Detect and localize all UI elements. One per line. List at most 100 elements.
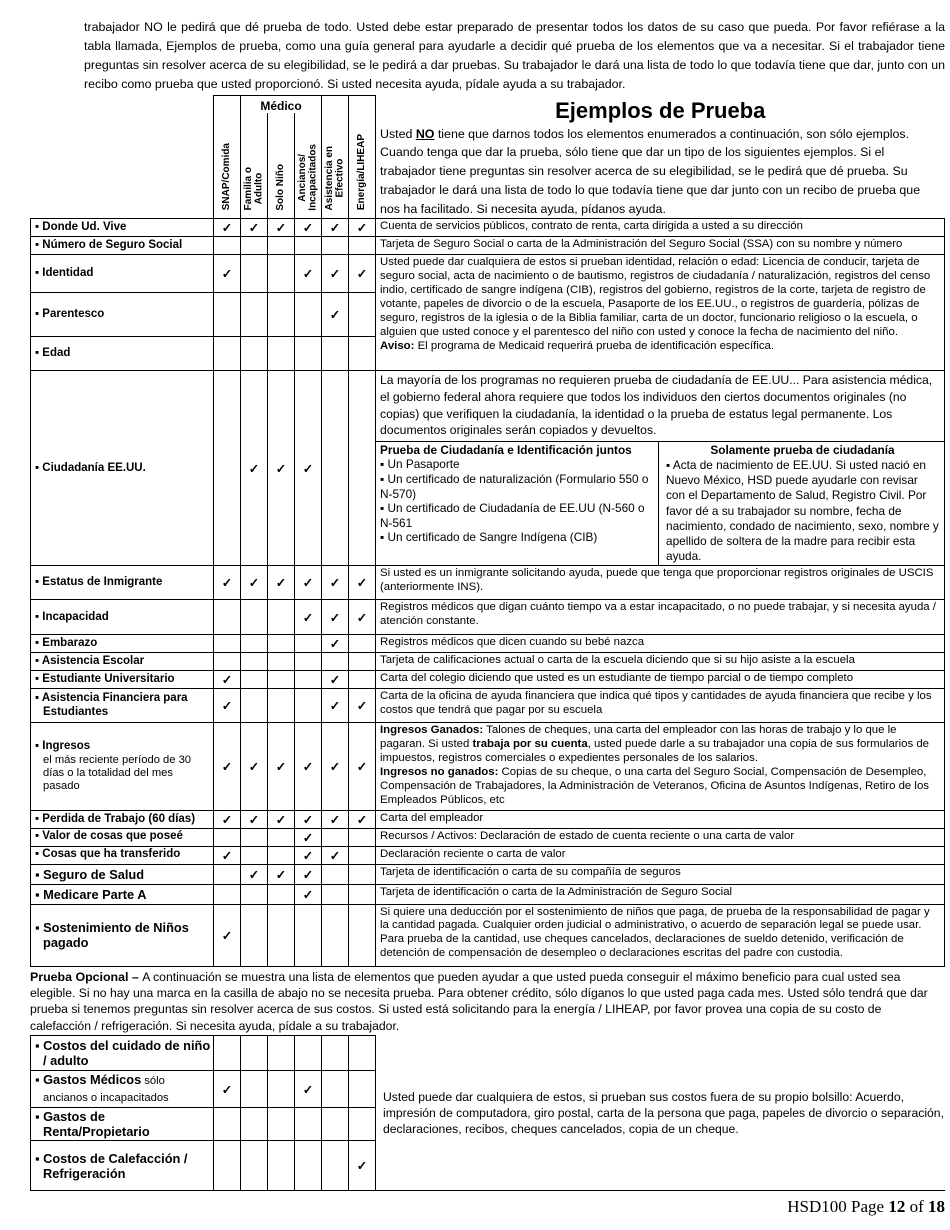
row-label: ▪ Valor de cosas que poseé bbox=[30, 827, 214, 847]
check-cell bbox=[267, 827, 295, 847]
check-cell bbox=[348, 652, 377, 672]
check-cell bbox=[267, 845, 295, 865]
table-row-calefaccion: ▪ Costos de Calefacción / Refrigeración … bbox=[30, 1140, 946, 1192]
column-header-familia: Familia o Adulto bbox=[240, 112, 268, 220]
table-row-donde: ▪ Donde Ud. Vive ✓ ✓ ✓ ✓ ✓ ✓ Cuenta de servic… bbox=[30, 218, 945, 238]
check-cell bbox=[240, 336, 268, 372]
row-description-citizenship: La mayoría de los programas no requieren… bbox=[375, 370, 945, 567]
check-cell bbox=[321, 236, 350, 256]
check-cell bbox=[213, 863, 241, 885]
check-cell bbox=[267, 599, 295, 636]
check-cell bbox=[267, 254, 295, 294]
check-cell: ✓ bbox=[213, 254, 241, 294]
check-cell: ✓ bbox=[293, 565, 323, 601]
table-row-numero: ▪ Número de Seguro Social Tarjeta de Seg… bbox=[30, 236, 945, 256]
check-cell bbox=[213, 1035, 241, 1072]
row-label: ▪ Edad bbox=[30, 336, 214, 372]
intro-text: tiene que darnos todos los elementos enu… bbox=[380, 126, 921, 216]
check-cell bbox=[267, 336, 295, 372]
page-title: Ejemplos de Prueba bbox=[555, 97, 766, 123]
check-cell bbox=[348, 827, 377, 847]
check-cell: ✓ bbox=[321, 599, 350, 636]
check-cell bbox=[293, 903, 323, 967]
column-header-efectivo: Asistencia en Efectivo bbox=[321, 94, 350, 220]
check-cell: ✓ bbox=[240, 863, 268, 885]
check-cell bbox=[267, 883, 295, 905]
table-row-sostenimiento: ▪ Sostenimiento de Niños pagado ✓ Si qui… bbox=[30, 903, 945, 967]
check-cell bbox=[321, 863, 350, 885]
subtable-left-item: ▪ Un certificado de Sangre Indígena (CIB… bbox=[380, 530, 598, 545]
row-description: Registros médicos que dicen cuando su be… bbox=[375, 634, 945, 654]
row-label: ▪ Embarazo bbox=[30, 634, 214, 654]
check-cell bbox=[240, 688, 268, 724]
row-description-identity-group: Usted puede dar cualquiera de estos si p… bbox=[375, 254, 945, 372]
check-cell: ✓ bbox=[294, 1070, 322, 1109]
check-cell bbox=[321, 652, 350, 672]
description-text: , usted puede darle a su trabajador una … bbox=[380, 738, 929, 765]
row-label: ▪ Costos del cuidado de niño / adulto bbox=[30, 1035, 214, 1072]
check-cell bbox=[293, 236, 323, 256]
check-cell: ✓ bbox=[293, 254, 323, 294]
check-cell: ✓ bbox=[267, 863, 295, 885]
page-total: 18 bbox=[928, 1197, 945, 1217]
check-cell bbox=[321, 883, 350, 905]
column-header-energia: Energía/LIHEAP bbox=[348, 94, 377, 220]
row-description: Declaración reciente o carta de valor bbox=[375, 845, 945, 865]
row-description: Tarjeta de identificación o carta de su … bbox=[375, 863, 945, 885]
check-cell: ✓ bbox=[240, 218, 268, 238]
aviso-text: El programa de Medicaid requerirá prueba… bbox=[414, 339, 775, 352]
check-cell bbox=[267, 903, 295, 967]
column-header-label: SNAP/Comida bbox=[220, 143, 232, 211]
check-cell bbox=[240, 1070, 268, 1109]
check-cell bbox=[293, 634, 323, 654]
check-cell: ✓ bbox=[293, 370, 323, 567]
form-number: HSD100 Page bbox=[787, 1197, 889, 1217]
check-cell bbox=[240, 236, 268, 256]
subtable-right-title: Solamente prueba de ciudadanía bbox=[710, 442, 895, 457]
check-cell bbox=[267, 236, 295, 256]
row-label: ▪ Medicare Parte A bbox=[30, 883, 214, 905]
row-label: ▪ Número de Seguro Social bbox=[30, 236, 214, 256]
check-cell: ✓ bbox=[267, 565, 295, 601]
row-label: ▪ Gastos Médicos sólo ancianos o incapac… bbox=[30, 1070, 214, 1109]
check-cell: ✓ bbox=[240, 722, 268, 811]
citizenship-subtable-left: Prueba de Ciudadanía e Identificación ju… bbox=[376, 441, 660, 566]
column-header-solo-nino: Solo Niño bbox=[267, 112, 295, 220]
check-cell: ✓ bbox=[321, 722, 350, 811]
check-cell: ✓ bbox=[293, 599, 323, 636]
check-cell bbox=[240, 1107, 268, 1142]
subtable-left-item: ▪ Un certificado de naturalización (Form… bbox=[380, 472, 649, 501]
table-row-identidad: ▪ Identidad ✓ ✓ ✓ ✓ Usted puede dar cualqui… bbox=[30, 254, 945, 372]
check-cell bbox=[348, 883, 377, 905]
table-row-medicare: ▪ Medicare Parte A ✓ Tarjeta de identifi… bbox=[30, 883, 945, 905]
check-cell bbox=[294, 1140, 322, 1192]
citizenship-subtable: Prueba de Ciudadanía e Identificación ju… bbox=[376, 440, 944, 566]
row-label: ▪ Asistencia Escolar bbox=[30, 652, 214, 672]
row-label: ▪ Incapacidad bbox=[30, 599, 214, 636]
row-description: Tarjeta de Seguro Social o carta de la A… bbox=[375, 236, 945, 256]
page-number: 12 bbox=[888, 1197, 906, 1217]
description-text: Talones de cheques, una carta del emplea… bbox=[380, 724, 897, 751]
check-cell bbox=[267, 292, 295, 338]
check-cell bbox=[240, 845, 268, 865]
table-row-cuidado: ▪ Costos del cuidado de niño / adulto Us… bbox=[30, 1035, 945, 1192]
row-label: ▪ Ciudadanía EE.UU. bbox=[30, 370, 214, 567]
row-description: Recursos / Activos: Declaración de estad… bbox=[375, 827, 945, 847]
column-header-label: Asistencia en Efectivo bbox=[323, 146, 346, 211]
page-footer: HSD100 Page 12 of 18 bbox=[30, 1197, 945, 1217]
footer-text: of bbox=[905, 1197, 928, 1217]
subtable-left-item: ▪ Un Pasaporte bbox=[380, 457, 460, 472]
column-header-ancianos: Ancianos/ Incapacitados bbox=[293, 112, 323, 220]
check-cell: ✓ bbox=[348, 218, 377, 238]
column-group-medico: Médico bbox=[239, 94, 323, 113]
check-cell: ✓ bbox=[293, 863, 323, 885]
check-cell bbox=[267, 1107, 295, 1142]
row-description: Tarjeta de calificaciones actual o carta… bbox=[375, 652, 945, 672]
check-cell: ✓ bbox=[348, 809, 377, 829]
examples-header-cell: Ejemplos de Prueba Usted NO tiene que da… bbox=[376, 96, 945, 219]
column-header-label: Energía/LIHEAP bbox=[355, 134, 367, 211]
row-description: Tarjeta de identificación o carta de la … bbox=[375, 883, 945, 905]
table-row-perdida: ▪ Perdida de Trabajo (60 días) ✓ ✓ ✓ ✓ ✓ ✓ Ca… bbox=[30, 809, 945, 829]
check-cell bbox=[321, 903, 350, 967]
column-header-label: Familia o Adulto bbox=[242, 167, 265, 211]
